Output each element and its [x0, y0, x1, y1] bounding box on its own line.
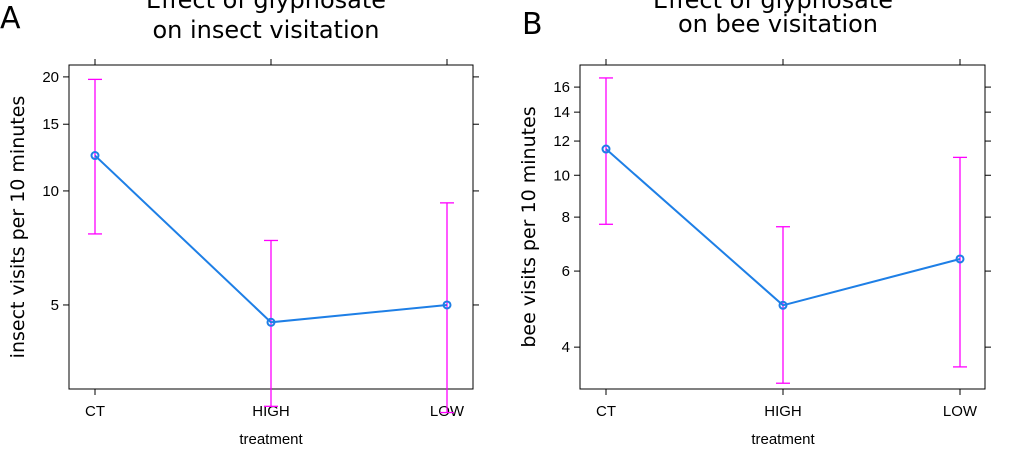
panel-b: B Effect of glyphosate on bee visitation…	[518, 0, 991, 448]
panel-a-series-line	[94, 154, 448, 324]
panel-a-title-line2: on insect visitation	[152, 16, 379, 44]
panel-a-title-line1: Effect of glyphosate	[146, 0, 386, 14]
panel-b-y-tick-label: 8	[562, 209, 570, 226]
panel-b-series-line	[605, 148, 961, 307]
panel-a-y-tick-label: 5	[51, 297, 59, 314]
panel-b-data-point	[955, 254, 965, 264]
panel-a-letter: A	[0, 1, 21, 36]
panel-a-x-tick-label: CT	[85, 403, 105, 420]
panel-b-x-axis-label: treatment	[751, 431, 815, 448]
panel-b-y-tick-label: 10	[553, 167, 570, 184]
panel-b-y-tick-label: 14	[553, 104, 570, 121]
panel-a-y-tick-label: 15	[42, 116, 59, 133]
panel-a-data-point	[266, 317, 276, 327]
panel-a-error-bar	[264, 239, 278, 407]
panel-b-title-line2: on bee visitation	[678, 10, 878, 38]
panel-b-x-tick-label: LOW	[943, 403, 978, 420]
panel-b-letter: B	[522, 7, 543, 42]
panel-b-data-point	[601, 144, 611, 154]
panel-b-y-axis-label: bee visits per 10 minutes	[518, 106, 540, 347]
panel-b-y-tick-label: 6	[562, 263, 570, 280]
panel-b-marks: 4 6 8 10 12 14 16 CT HIGH LOW	[553, 59, 991, 420]
panel-a: A Effect of glyphosate on insect visitat…	[0, 0, 479, 448]
panel-a-x-tick-label: HIGH	[252, 403, 290, 420]
panel-b-error-bar	[599, 77, 613, 225]
panel-a-y-axis-label: insect visits per 10 minutes	[7, 96, 29, 359]
panel-a-y-tick-label: 20	[42, 69, 59, 86]
panel-a-data-point	[90, 151, 100, 161]
panel-b-y-tick-label: 4	[562, 339, 570, 356]
panel-a-y-tick-label: 10	[42, 183, 59, 200]
panel-b-x-tick-label: HIGH	[764, 403, 802, 420]
panel-b-title-line1: Effect of glyphosate	[653, 0, 893, 14]
panel-a-x-axis-label: treatment	[239, 431, 303, 448]
panel-b-y-tick-label: 12	[553, 133, 570, 150]
panel-a-data-point	[442, 300, 452, 310]
panel-b-x-tick-label: CT	[596, 403, 616, 420]
panel-b-y-tick-label: 16	[553, 79, 570, 96]
panel-b-data-point	[778, 300, 788, 310]
